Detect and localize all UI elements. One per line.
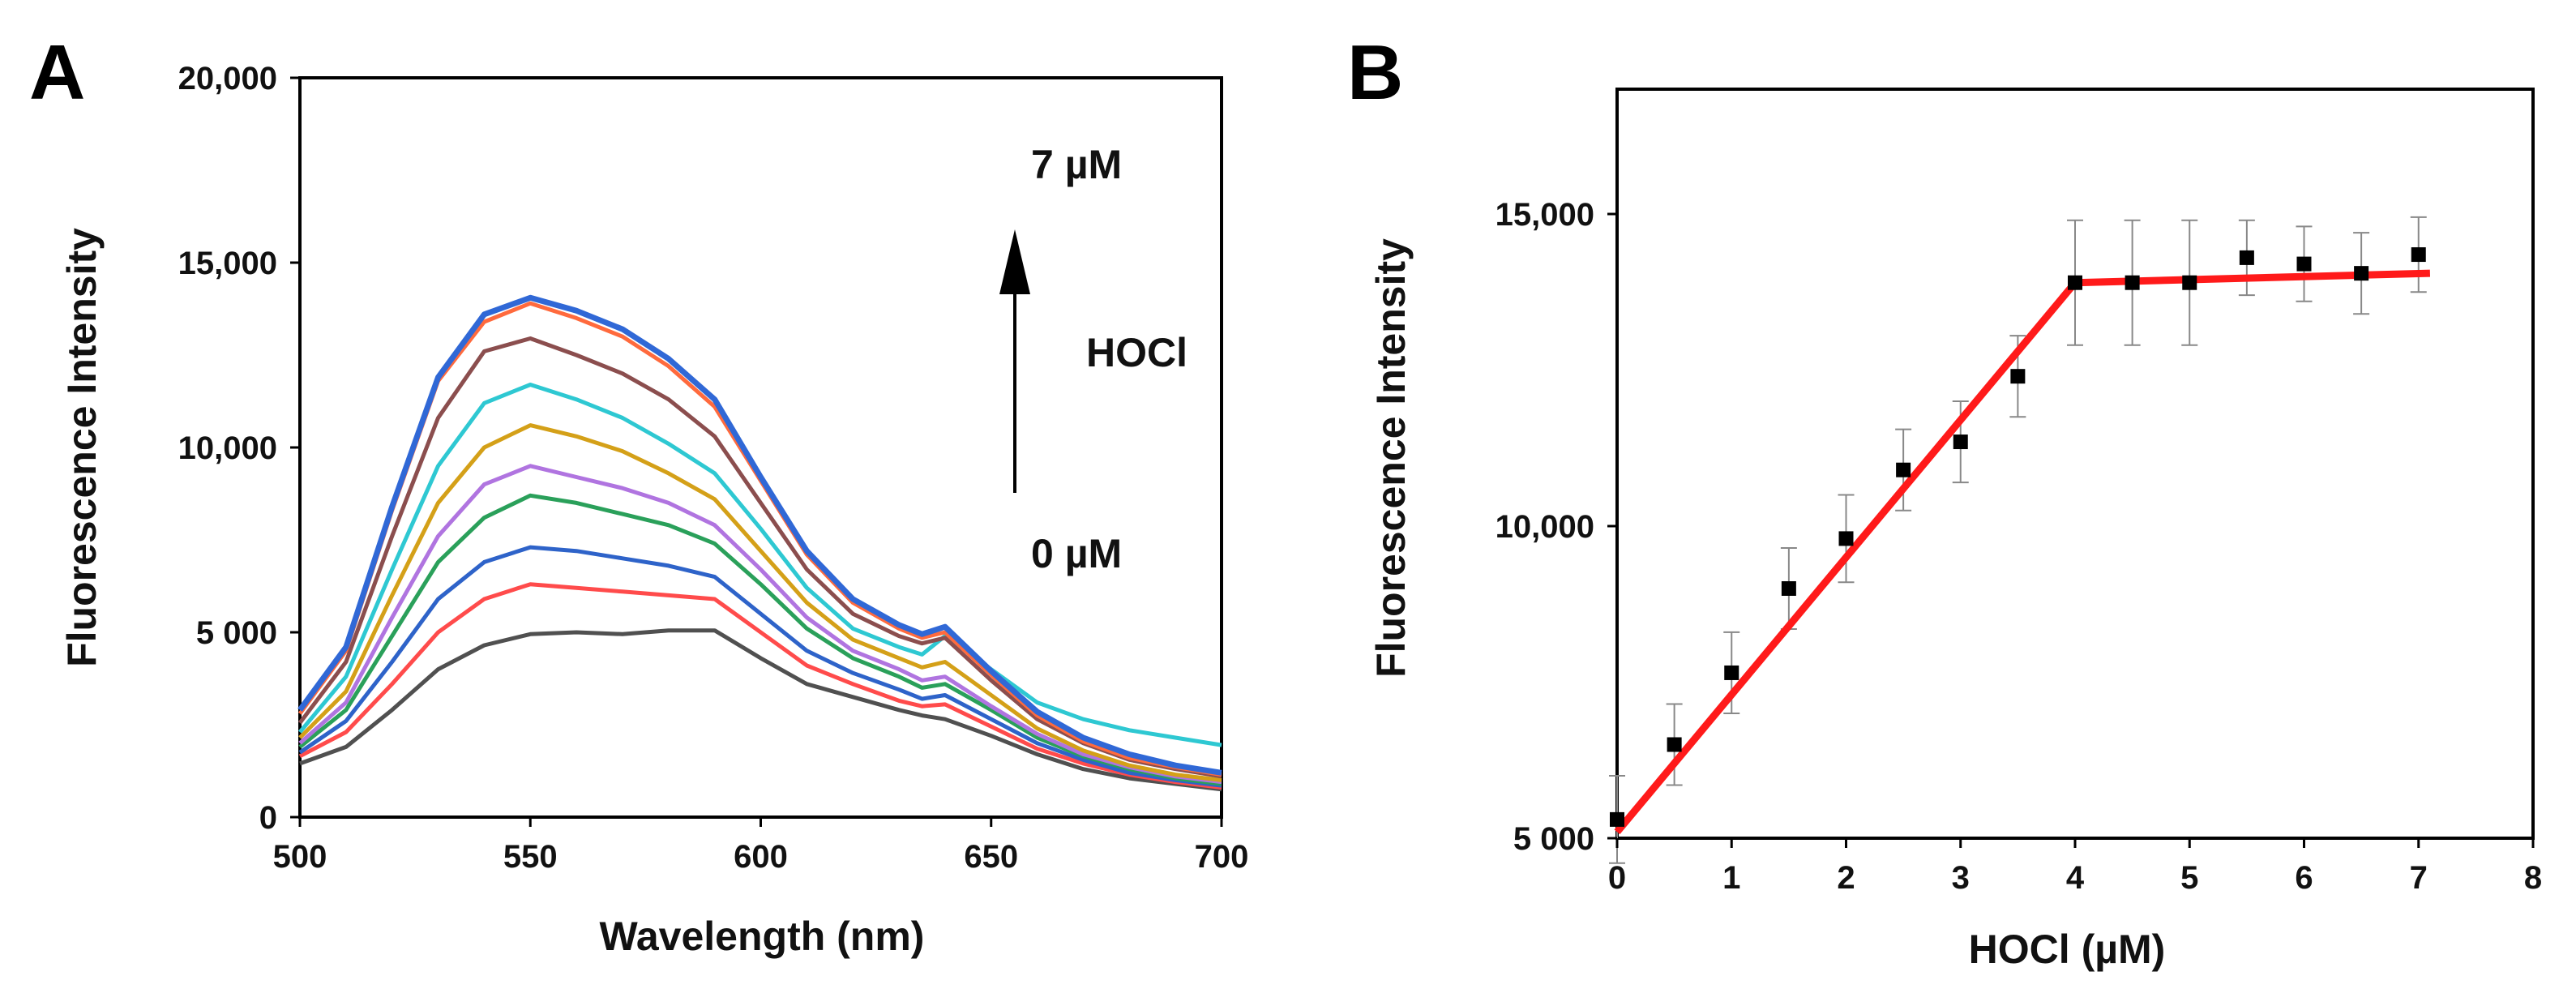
series-line-1-5M	[298, 493, 1222, 786]
annotation-bottom-concentration: 0 µM	[1031, 531, 1122, 576]
panel-a-label: A	[29, 29, 85, 116]
panel-b-y-axis-label: Fluorescence Intensity	[1368, 238, 1414, 678]
panel-b-fit-line	[1614, 269, 2431, 835]
x-tick-label: 6	[2295, 860, 2313, 896]
panel-b-plot-frame	[1615, 88, 2535, 840]
panel-b-label: B	[1347, 29, 1403, 116]
y-tick-label: 15,000	[1496, 197, 1594, 233]
x-tick-label: 550	[503, 839, 558, 875]
x-tick-label: 0	[1608, 860, 1626, 896]
x-tick-label: 8	[2524, 860, 2542, 896]
x-tick-label: 600	[734, 839, 788, 875]
x-tick-label: 4	[2066, 860, 2085, 896]
y-tick-label: 5 000	[196, 615, 277, 651]
y-tick-label: 10,000	[1496, 509, 1594, 545]
series-line-3M	[298, 383, 1222, 747]
x-tick-label: 5	[2180, 860, 2198, 896]
panel-a: A 0 5 000 10,000 15,000 20,000 500 550 600 650 7…	[29, 29, 1248, 959]
increase-arrow-icon	[999, 229, 1030, 294]
panel-b-data-points	[1610, 247, 2426, 827]
data-point	[2411, 247, 2426, 263]
x-tick-label: 3	[1952, 860, 1970, 896]
series-line-2M	[298, 464, 1222, 785]
panel-a-y-axis-label: Fluorescence Intensity	[59, 228, 105, 667]
data-point	[2125, 275, 2140, 290]
y-tick-label: 0	[259, 800, 277, 836]
x-tick-label: 650	[964, 839, 1018, 875]
data-point	[2239, 250, 2254, 265]
x-tick-label: 500	[273, 839, 327, 875]
y-tick-label: 20,000	[178, 61, 277, 96]
x-tick-label: 2	[1837, 860, 1855, 896]
fit-line	[1614, 269, 2431, 835]
panel-a-x-axis-label: Wavelength (nm)	[600, 914, 925, 959]
panel-a-series-group	[297, 294, 1222, 792]
series-line-1M	[298, 545, 1222, 788]
data-point	[1838, 531, 1854, 546]
series-line-0M	[299, 628, 1222, 792]
data-point	[2068, 275, 2082, 290]
panel-a-plot-frame	[298, 76, 1223, 819]
data-point	[2182, 275, 2197, 290]
x-tick-label: 1	[1722, 860, 1740, 896]
annotation-top-concentration: 7 µM	[1031, 142, 1122, 187]
data-point	[2296, 256, 2312, 272]
panel-b-x-ticks: 0 1 2 3 4 5 6 7 8	[1608, 838, 2542, 896]
panel-b-y-ticks: 5 000 10,000 15,000	[1496, 197, 1617, 857]
annotation-hocl: HOCl	[1086, 330, 1187, 375]
series-line-3-5M	[298, 336, 1222, 779]
series-line-7M	[297, 294, 1222, 776]
panel-b-x-axis-label: HOCl (µM)	[1969, 927, 2166, 972]
x-tick-label: 7	[2410, 860, 2428, 896]
x-tick-label: 700	[1195, 839, 1249, 875]
data-point	[2354, 266, 2369, 281]
data-point	[2010, 369, 2026, 384]
data-point	[1781, 581, 1796, 596]
data-point	[1724, 665, 1739, 680]
data-point	[1610, 811, 1624, 827]
y-tick-label: 15,000	[178, 246, 277, 281]
y-tick-label: 10,000	[178, 430, 277, 466]
data-point	[1896, 462, 1911, 477]
panel-b-error-bars	[1609, 216, 2427, 864]
data-point	[1667, 737, 1682, 752]
panel-a-x-ticks: 500 550 600 650 700	[273, 817, 1249, 875]
series-line-0-5M	[298, 582, 1222, 790]
y-tick-label: 5 000	[1513, 821, 1594, 857]
data-point	[1953, 435, 1968, 450]
panel-a-y-ticks: 0 5 000 10,000 15,000 20,000	[178, 61, 300, 836]
series-line-2-5M	[298, 423, 1222, 782]
